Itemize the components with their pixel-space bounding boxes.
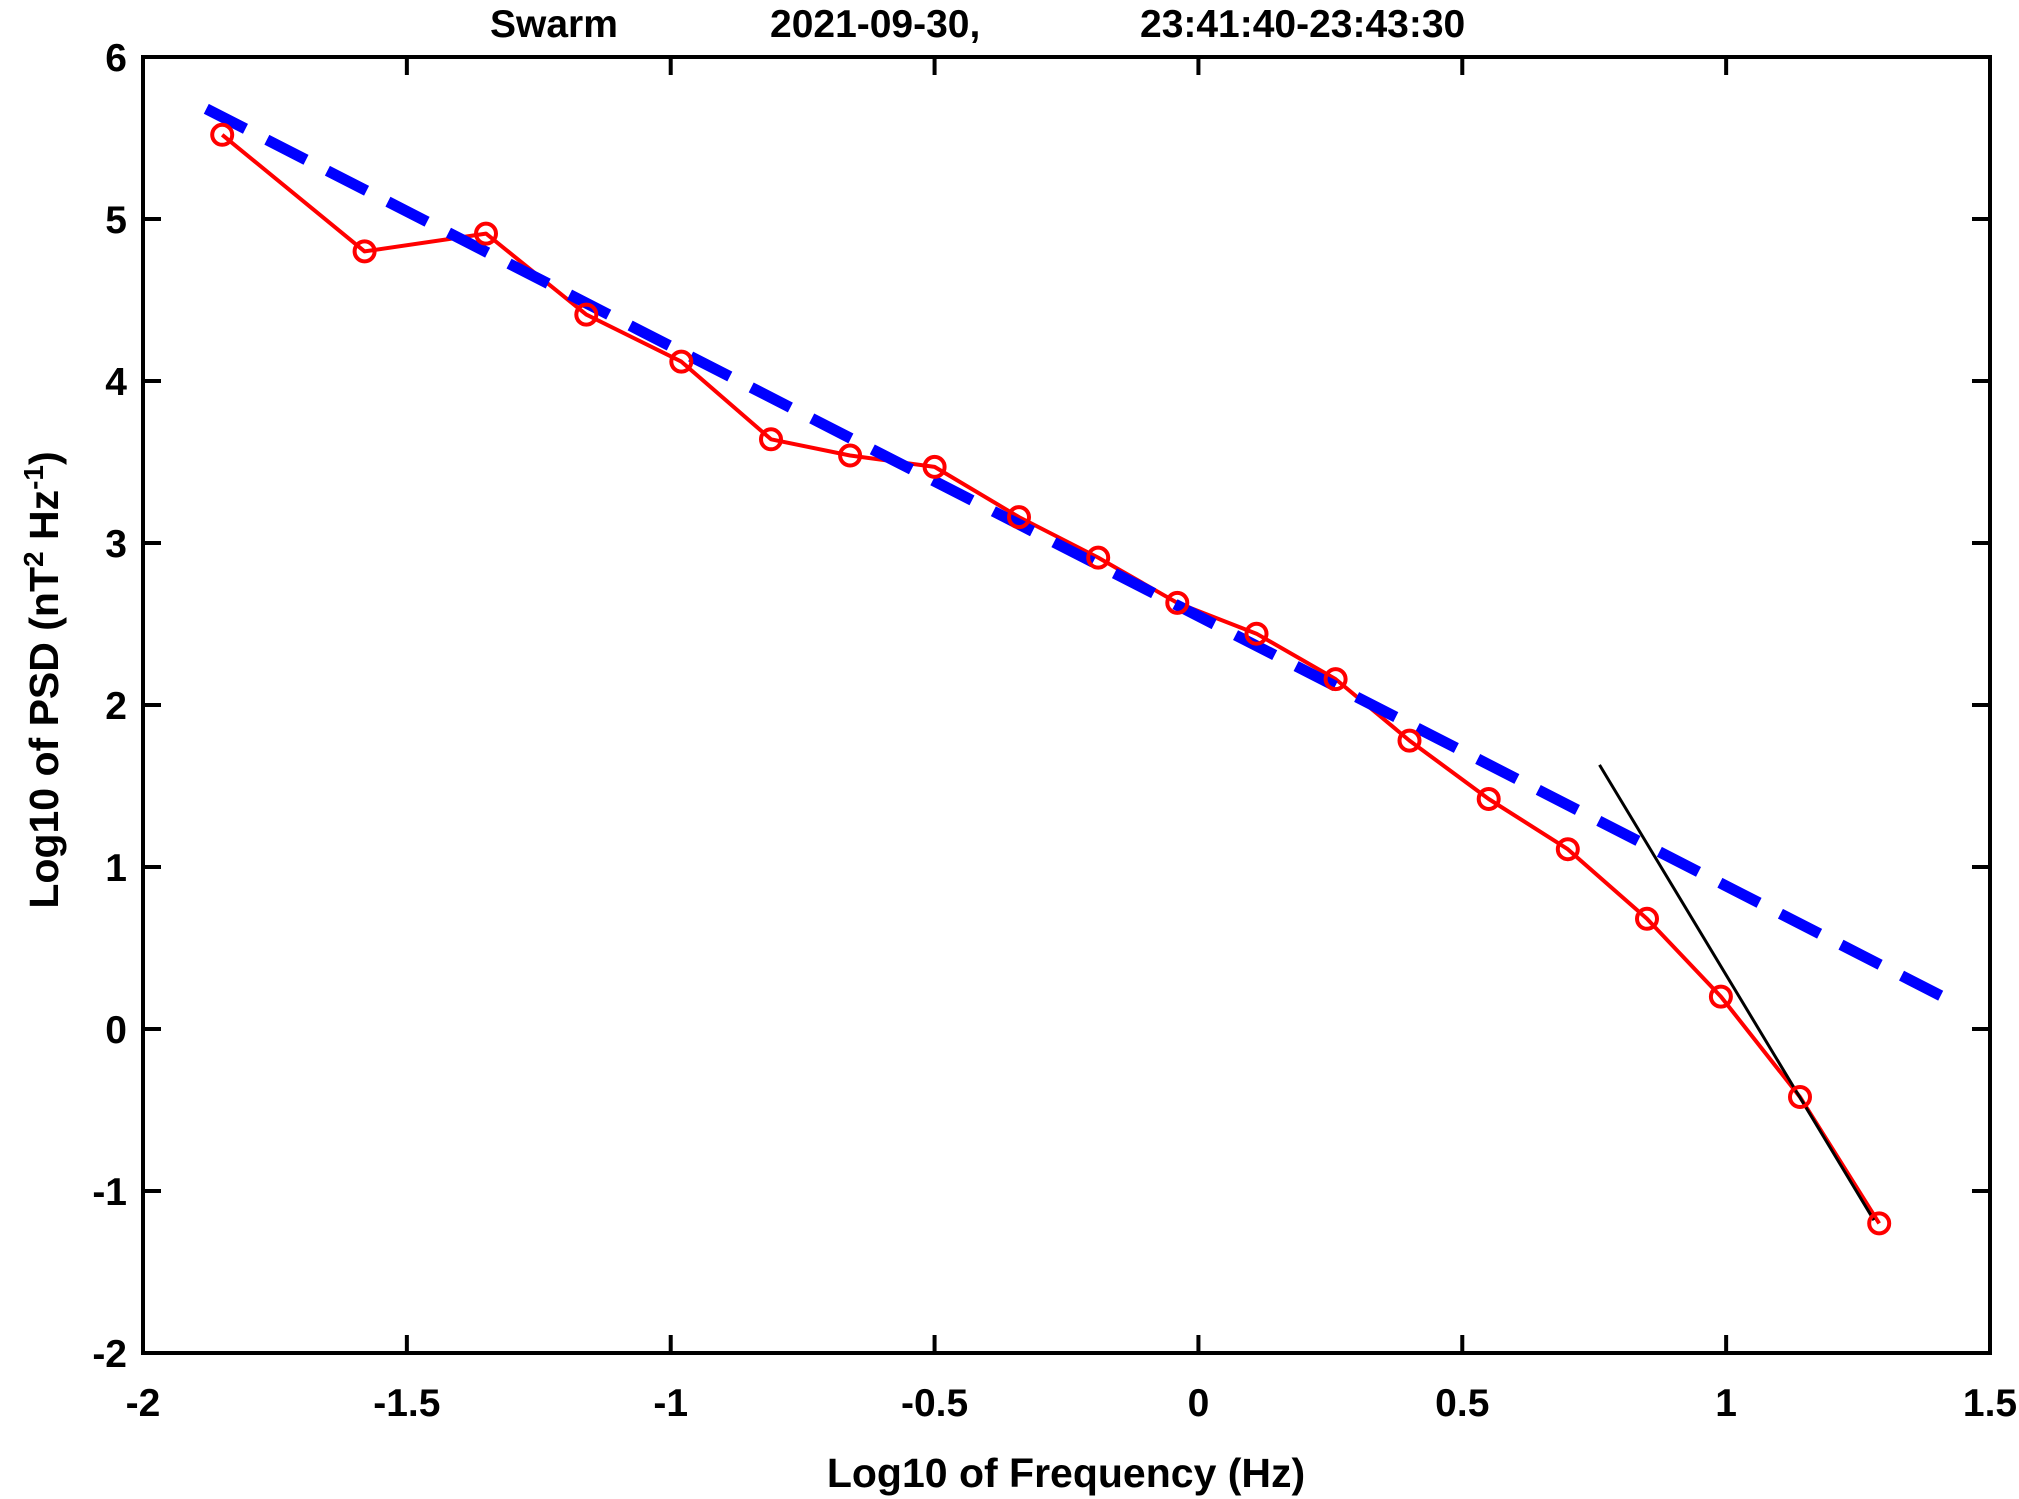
x-tick-label: 1.5 (1963, 1382, 2017, 1425)
y-axis-label-sup-2: 2 (18, 551, 49, 567)
data-point-marker (1476, 787, 1501, 811)
y-axis-label: Log10 of PSD (nT2 Hz-1) (18, 451, 68, 908)
y-tick-label: 1 (105, 847, 127, 890)
data-point-marker (838, 443, 863, 468)
psd-data-series (220, 133, 1881, 1225)
x-tick-label: 0.5 (1435, 1382, 1489, 1425)
data-point-marker (669, 349, 694, 374)
x-tick-label: -1 (653, 1382, 688, 1425)
data-point-marker (1867, 1211, 1892, 1236)
y-tick-label: 6 (105, 37, 127, 80)
data-point-marker (1165, 590, 1190, 615)
y-tick-label: -1 (92, 1171, 127, 1214)
y-axis-label-prefix: Log10 of PSD (nT (21, 567, 67, 909)
data-point-marker (1086, 545, 1111, 570)
data-point-marker (1007, 505, 1031, 530)
y-tick-label: 2 (105, 685, 127, 728)
data-point-marker (1635, 906, 1659, 931)
title-time-range: 23:41:40-23:43:30 (1140, 3, 1465, 46)
x-tick-label: -0.5 (901, 1382, 968, 1425)
x-tick-label: 1 (1715, 1382, 1737, 1425)
data-point-marker (1788, 1085, 1812, 1109)
data-point-marker (574, 302, 599, 327)
data-point-marker (210, 122, 235, 147)
x-tick-label: -2 (126, 1382, 161, 1425)
axes-layer: -2 -1.5 -1 -0.5 0 0.5 1 1.5 -2 -1 0 1 2 3 4 5 6 (92, 37, 2017, 1425)
y-axis-label-middle: Hz (21, 490, 67, 552)
y-axis-label-suffix: ) (21, 451, 67, 465)
data-point-marker (1708, 984, 1733, 1009)
y-tick-label: 3 (105, 523, 127, 566)
title-satellite: Swarm (490, 3, 618, 46)
data-point-marker (1397, 728, 1422, 753)
y-axis-label-sup-neg1: -1 (18, 465, 49, 490)
data-point-marker (474, 221, 498, 246)
data-point-marker (1244, 621, 1269, 646)
data-point-marker (759, 427, 783, 452)
title-date: 2021-09-30, (770, 3, 980, 46)
series-layer (203, 103, 1961, 1236)
y-tick-label: 4 (105, 361, 127, 404)
fit-line-high-frequency (1598, 764, 1876, 1221)
data-point-marker (352, 239, 377, 264)
plot-frame (141, 55, 1992, 1355)
chart-title: Swarm 2021-09-30, 23:41:40-23:43:30 (490, 3, 1465, 46)
y-tick-label: 0 (105, 1009, 127, 1052)
y-tick-label: 5 (105, 199, 127, 242)
x-tick-label: 0 (1188, 1382, 1210, 1425)
data-point-marker (1323, 667, 1348, 692)
y-tick-label: -2 (92, 1333, 127, 1376)
data-point-marker (1555, 837, 1580, 862)
data-point-marker (922, 454, 947, 479)
x-tick-label: -1.5 (373, 1382, 440, 1425)
x-axis-label: Log10 of Frequency (Hz) (827, 1450, 1305, 1496)
fit-line-full-range (203, 103, 1961, 1010)
